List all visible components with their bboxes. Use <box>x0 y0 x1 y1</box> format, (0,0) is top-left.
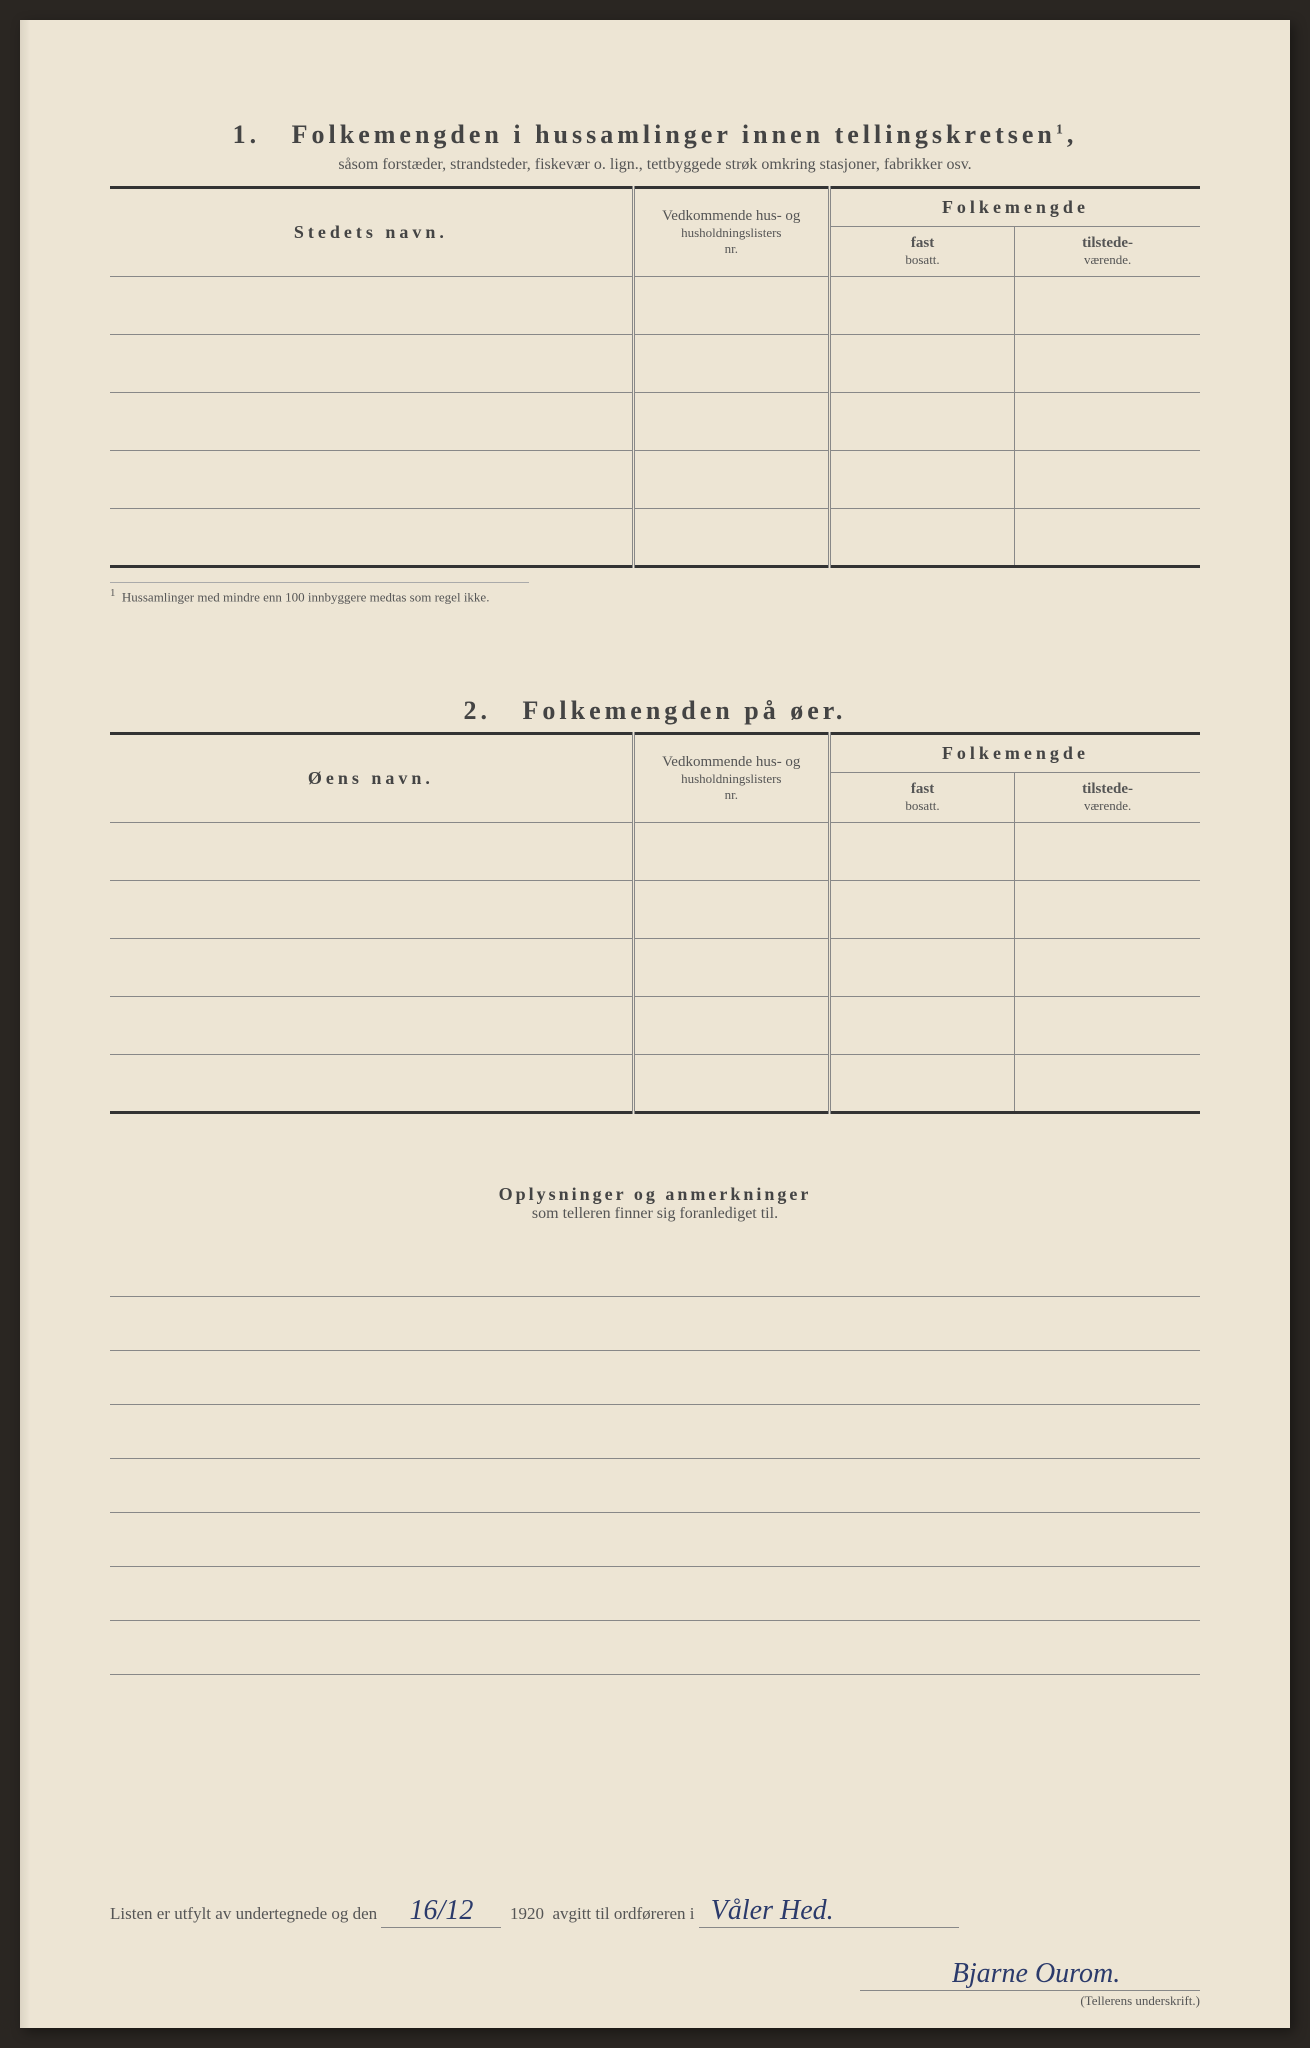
col2-l3: nr. <box>641 241 822 257</box>
fn-text: Hussamlinger med mindre enn 100 innbygge… <box>122 589 490 604</box>
section-1-sup: 1 <box>1056 122 1067 137</box>
c3b1: tilstede- <box>1082 235 1133 251</box>
table-1-col3-header: Folkemengde <box>829 188 1200 227</box>
section-1-heading: Folkemengden i hussamlinger innen tellin… <box>292 120 1056 149</box>
note-line <box>110 1297 1200 1351</box>
table-1-body <box>110 277 1200 567</box>
t2c3b2: værende. <box>1021 798 1194 814</box>
col2-l1: Vedkommende hus- og <box>662 208 800 224</box>
notes-subtitle: som telleren finner sig foranlediget til… <box>110 1205 1200 1223</box>
table-2-col3b-header: tilstede- værende. <box>1015 773 1200 823</box>
table-row <box>110 393 1200 451</box>
footer-before-date: Listen er utfylt av undertegnede og den <box>110 1904 377 1923</box>
note-line <box>110 1351 1200 1405</box>
section-2-number: 2. <box>464 696 492 725</box>
note-line <box>110 1621 1200 1675</box>
t2c2-l1: Vedkommende hus- og <box>662 754 800 770</box>
table-2-col3-header: Folkemengde <box>829 734 1200 773</box>
footer-after-year: avgitt til ordføreren i <box>552 1904 694 1923</box>
footer: Listen er utfylt av undertegnede og den … <box>110 1895 1200 2009</box>
t2c3b1: tilstede- <box>1082 781 1133 797</box>
table-row <box>110 881 1200 939</box>
section-1-title: 1. Folkemengden i hussamlinger innen tel… <box>110 120 1200 150</box>
signature-handwritten: Bjarne Ourom. <box>860 1958 1200 1991</box>
footer-line: Listen er utfylt av undertegnede og den … <box>110 1895 1200 1928</box>
table-row <box>110 823 1200 881</box>
table-2-body <box>110 823 1200 1113</box>
section-1: 1. Folkemengden i hussamlinger innen tel… <box>110 120 1200 606</box>
signature-label: (Tellerens underskrift.) <box>110 1993 1200 2009</box>
table-row <box>110 939 1200 997</box>
table-1-col2-header: Vedkommende hus- og husholdningslisters … <box>633 188 829 277</box>
table-row <box>110 451 1200 509</box>
section-2-title: 2. Folkemengden på øer. <box>110 696 1200 726</box>
table-row <box>110 509 1200 567</box>
note-line <box>110 1405 1200 1459</box>
section-2-heading: Folkemengden på øer. <box>523 696 847 725</box>
notes-title: Oplysninger og anmerkninger <box>110 1184 1200 1205</box>
t2c3a2: bosatt. <box>837 798 1008 814</box>
signature-area: Bjarne Ourom. (Tellerens underskrift.) <box>110 1958 1200 2009</box>
table-2: Øens navn. Vedkommende hus- og husholdni… <box>110 732 1200 1114</box>
note-line <box>110 1459 1200 1513</box>
table-row <box>110 997 1200 1055</box>
notes-lines <box>110 1243 1200 1675</box>
section-1-subtitle: såsom forstæder, strandsteder, fiskevær … <box>110 156 1200 174</box>
table-row <box>110 335 1200 393</box>
note-line <box>110 1243 1200 1297</box>
c3b2: værende. <box>1021 252 1194 268</box>
table-row <box>110 1055 1200 1113</box>
section-1-number: 1. <box>233 120 261 149</box>
section-1-footnote: 1 Hussamlinger med mindre enn 100 innbyg… <box>110 582 529 605</box>
t2c2-l2: husholdningslisters <box>641 771 822 787</box>
date-handwritten: 16/12 <box>381 1895 501 1928</box>
table-2-col1-header: Øens navn. <box>110 734 633 823</box>
table-1-col3a-header: fast bosatt. <box>829 227 1014 277</box>
notes-section: Oplysninger og anmerkninger som telleren… <box>110 1184 1200 1675</box>
table-row <box>110 277 1200 335</box>
t2c3a1: fast <box>911 781 934 797</box>
table-1: Stedets navn. Vedkommende hus- og hushol… <box>110 186 1200 568</box>
note-line <box>110 1513 1200 1567</box>
place-handwritten: Våler Hed. <box>699 1895 959 1928</box>
footer-year: 1920 <box>510 1904 544 1923</box>
document-page: 1. Folkemengden i hussamlinger innen tel… <box>20 20 1290 2028</box>
fn-marker: 1 <box>110 587 115 599</box>
col2-l2: husholdningslisters <box>641 225 822 241</box>
section-2: 2. Folkemengden på øer. Øens navn. Vedko… <box>110 696 1200 1114</box>
table-1-col1-header: Stedets navn. <box>110 188 633 277</box>
c3a1: fast <box>911 235 934 251</box>
c3a2: bosatt. <box>837 252 1008 268</box>
table-2-col3a-header: fast bosatt. <box>829 773 1014 823</box>
t2c2-l3: nr. <box>641 787 822 803</box>
note-line <box>110 1567 1200 1621</box>
table-1-col3b-header: tilstede- værende. <box>1015 227 1200 277</box>
table-2-col2-header: Vedkommende hus- og husholdningslisters … <box>633 734 829 823</box>
